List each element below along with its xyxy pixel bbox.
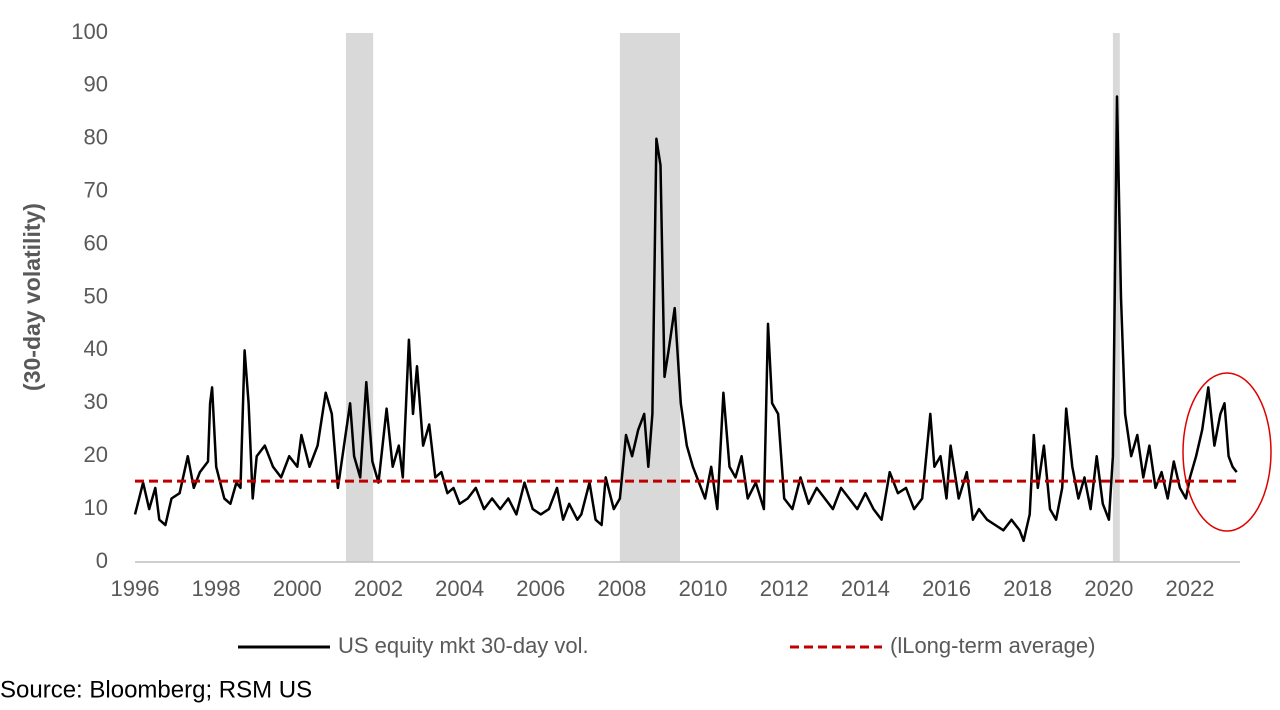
- x-tick-label: 1996: [111, 576, 160, 601]
- x-tick-label: 2006: [516, 576, 565, 601]
- x-tick-label: 2020: [1084, 576, 1133, 601]
- y-tick-label: 50: [84, 283, 108, 308]
- x-tick-label: 2010: [679, 576, 728, 601]
- legend-label: (lLong-term average): [890, 633, 1095, 658]
- recession-shade: [619, 33, 680, 562]
- legend-label: US equity mkt 30-day vol.: [338, 633, 589, 658]
- y-tick-label: 80: [84, 125, 108, 150]
- recession-shade: [1112, 33, 1120, 562]
- y-tick-label: 40: [84, 336, 108, 361]
- source: Source: Bloomberg; RSM US: [0, 676, 312, 703]
- y-tick-label: 20: [84, 442, 108, 467]
- x-tick-label: 2012: [760, 576, 809, 601]
- recession-shade: [346, 33, 374, 562]
- series-line: [133, 95, 1238, 543]
- x-tick-label: 1998: [192, 576, 241, 601]
- x-tick-label: 2016: [922, 576, 971, 601]
- highlight-circle: [1182, 372, 1272, 532]
- y-tick-label: 10: [84, 495, 108, 520]
- y-tick-label: 100: [71, 19, 108, 44]
- x-tick-label: 2000: [273, 576, 322, 601]
- y-axis-label: (30-day volatility): [19, 203, 45, 391]
- x-tick-label: 2014: [841, 576, 890, 601]
- x-tick-label: 2022: [1166, 576, 1215, 601]
- x-tick-label: 2008: [597, 576, 646, 601]
- x-tick-label: 2018: [1003, 576, 1052, 601]
- y-tick-label: 30: [84, 389, 108, 414]
- y-tick-label: 0: [96, 548, 108, 573]
- y-tick-label: 60: [84, 230, 108, 255]
- y-tick-label: 70: [84, 178, 108, 203]
- x-tick-label: 2004: [435, 576, 484, 601]
- x-tick-label: 2002: [354, 576, 403, 601]
- y-tick-label: 90: [84, 72, 108, 97]
